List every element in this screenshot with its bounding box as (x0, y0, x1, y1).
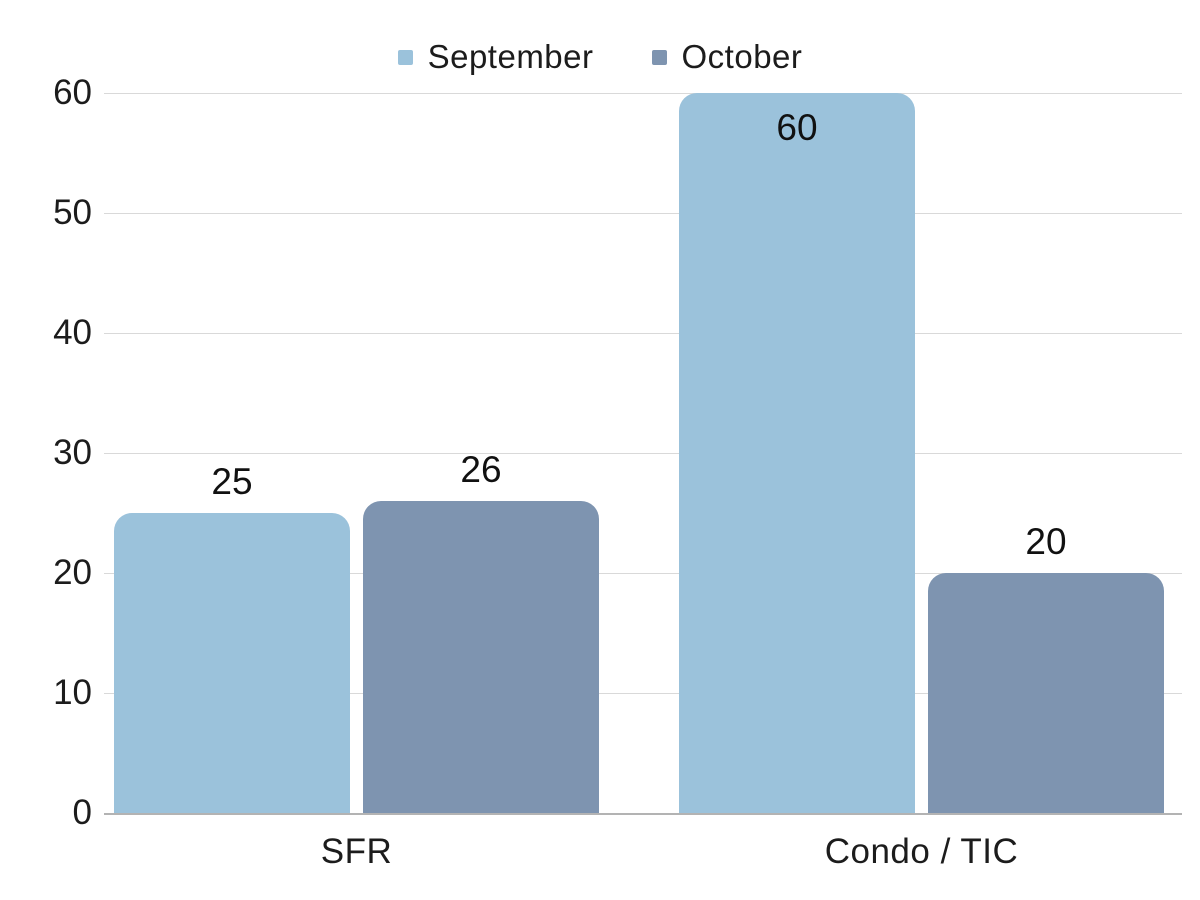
data-label-october-20: 20 (1025, 521, 1067, 562)
chart-legend: September October (0, 38, 1200, 76)
data-label-september-25: 25 (211, 461, 253, 502)
y-tick-label-60: 60 (53, 73, 92, 112)
legend-label: September (427, 38, 594, 75)
bar-september-condo-tic (679, 93, 915, 813)
gridline-y-50 (104, 213, 1182, 214)
bar-october-condo-tic (928, 573, 1164, 813)
legend-label: October (681, 38, 803, 75)
legend-swatch-september (397, 49, 413, 65)
gridline-y-30 (104, 453, 1182, 454)
gridline-y-40 (104, 333, 1182, 334)
y-tick-label-20: 20 (53, 553, 92, 592)
x-axis-label-condo-tic: Condo / TIC (824, 832, 1019, 871)
x-axis-baseline (104, 813, 1182, 815)
y-tick-label-10: 10 (53, 673, 92, 712)
y-tick-label-50: 50 (53, 193, 92, 232)
gridline-y-60 (104, 93, 1182, 94)
data-label-september-60: 60 (776, 107, 818, 148)
bar-september-sfr (114, 513, 350, 813)
x-axis-label-sfr: SFR (320, 832, 393, 871)
y-tick-label-30: 30 (53, 433, 92, 472)
gridline-y-10 (104, 693, 1182, 694)
bar-october-sfr (363, 501, 599, 813)
y-tick-label-40: 40 (53, 313, 92, 352)
legend-swatch-october (651, 49, 667, 65)
data-label-october-26: 26 (460, 449, 502, 490)
gridline-y-20 (104, 573, 1182, 574)
legend-item-september: September (397, 38, 594, 76)
legend-item-october: October (651, 38, 803, 76)
y-tick-label-0: 0 (72, 793, 92, 832)
